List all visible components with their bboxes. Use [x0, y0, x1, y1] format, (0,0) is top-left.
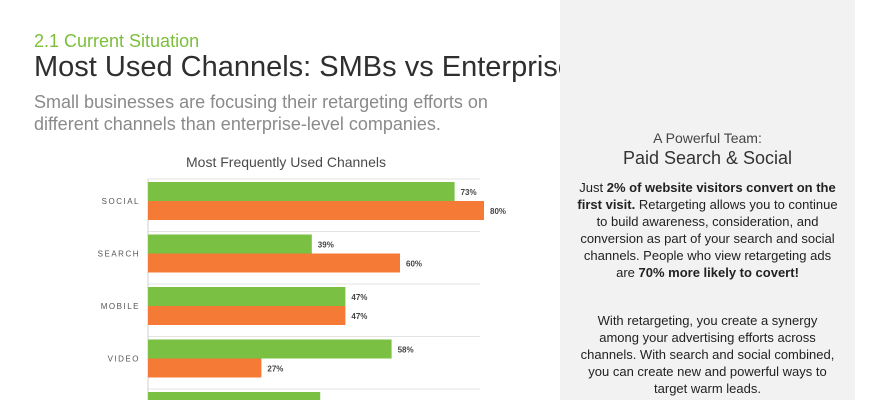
bar-chart: Most Frequently Used Channels SOCIAL 73% 80… [98, 154, 506, 400]
sidebar-paragraph-1-run: 70% more likely to covert! [638, 265, 799, 280]
bar-search-1 [148, 253, 400, 273]
sidebar-kicker: A Powerful Team: [653, 130, 762, 146]
sidebar-panel: A Powerful Team: Paid Search & Social Ju… [560, 0, 855, 400]
sidebar-paragraph-1-run: 2% of website visitors convert on the fi… [577, 180, 836, 212]
bar-mobile-0 [148, 287, 346, 306]
bar-partial [148, 392, 321, 400]
bar-search-0 [148, 234, 312, 254]
data-label: 27% [267, 365, 283, 374]
category-label: MOBILE [101, 302, 140, 311]
bar-social-0 [148, 182, 455, 201]
sidebar-paragraph-1-run: Retargeting allows you to continue to bu… [580, 197, 838, 280]
bar-social-1 [148, 201, 484, 220]
category-label: SOCIAL [102, 197, 140, 206]
bar-video-1 [148, 358, 262, 378]
data-label: 47% [351, 312, 367, 321]
bar-mobile-1 [148, 306, 346, 325]
sidebar-paragraph-1-run: Just [579, 180, 607, 195]
sidebar-paragraph-1: Just 2% of website visitors convert on t… [576, 179, 839, 281]
category-label: SEARCH [98, 250, 140, 259]
data-label: 58% [398, 346, 414, 355]
data-label: 39% [318, 241, 334, 250]
section-label: 2.1 Current Situation [34, 31, 200, 51]
sidebar-paragraph-2: With retargeting, you create a synergy a… [580, 313, 835, 396]
page-subtitle: Small businesses are focusing their reta… [34, 92, 488, 134]
main-panel: 2.1 Current Situation Most Used Channels… [34, 31, 588, 400]
sidebar-title: Paid Search & Social [622, 148, 793, 168]
bar-video-0 [148, 339, 392, 359]
page-title: Most Used Channels: SMBs vs Enterprises [34, 51, 589, 83]
data-label: 60% [406, 260, 422, 269]
chart-title: Most Frequently Used Channels [186, 154, 386, 170]
data-label: 73% [461, 188, 477, 197]
data-label: 80% [490, 207, 506, 216]
category-label: VIDEO [108, 355, 140, 364]
data-label: 47% [351, 293, 367, 302]
